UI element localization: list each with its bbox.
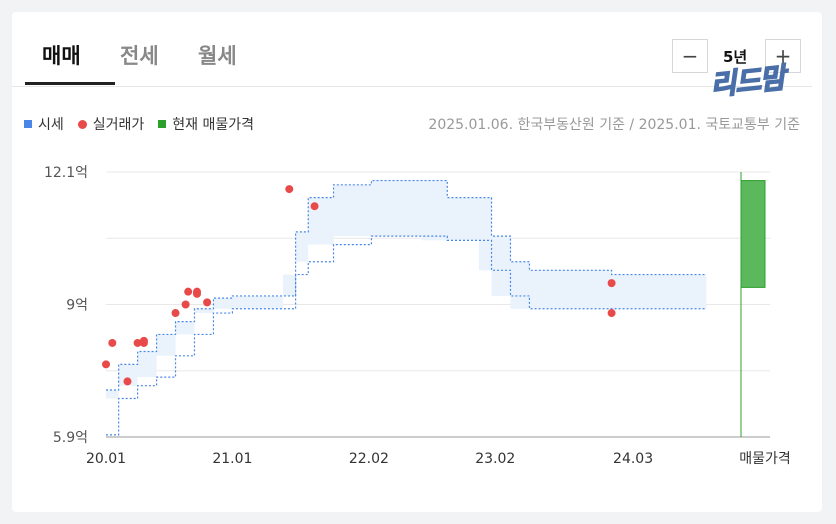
transaction-point	[193, 289, 202, 298]
transaction-point	[133, 338, 142, 347]
transaction-point	[102, 360, 110, 369]
listing-price-bar	[740, 180, 766, 288]
y-tick-label: 12.1억	[44, 165, 88, 181]
transaction-point	[184, 287, 193, 296]
chart-legend: 시세 실거래가 현재 매물가격	[24, 114, 254, 134]
transaction-point	[139, 338, 148, 347]
x-tick-label: 22.02	[349, 451, 389, 467]
legend-dot-icon	[77, 119, 87, 129]
transaction-point	[181, 300, 190, 309]
tab-monthly-rent[interactable]: 월세	[198, 44, 237, 68]
zoom-out-button[interactable]: −	[672, 39, 708, 73]
period-label: 5년	[723, 48, 748, 66]
y-tick-label: 9억	[66, 298, 88, 314]
legend-label: 실거래가	[92, 117, 145, 133]
chart-card	[12, 12, 822, 512]
transaction-point	[607, 279, 616, 288]
legend-item-market: 시세	[24, 114, 64, 134]
legend-square-icon	[24, 120, 32, 128]
tab-jeonse[interactable]: 전세	[120, 44, 159, 68]
tab-bar: 매매 전세 월세	[12, 22, 812, 87]
transaction-point	[310, 202, 319, 211]
transaction-point	[171, 309, 180, 318]
legend-square-icon	[158, 120, 167, 128]
legend-item-transactions: 실거래가	[77, 114, 145, 134]
market-price-band	[106, 180, 707, 435]
transaction-point	[108, 338, 117, 347]
transaction-point	[607, 309, 616, 318]
market-price-lower-line	[106, 235, 707, 436]
transaction-point	[203, 298, 212, 307]
data-source-note: 2025.01.06. 한국부동산원 기준 / 2025.01. 국토교통부 기…	[428, 117, 800, 133]
x-tick-label: 23.02	[475, 451, 515, 467]
x-tick-label-listing: 매물가격	[739, 451, 791, 467]
zoom-in-button[interactable]: +	[765, 39, 801, 73]
transaction-point	[285, 185, 294, 194]
legend-label: 현재 매물가격	[172, 117, 255, 133]
transaction-point	[123, 377, 132, 386]
x-tick-label: 21.01	[212, 451, 252, 467]
legend-item-listings: 현재 매물가격	[158, 114, 254, 134]
tab-sale[interactable]: 매매	[42, 44, 81, 68]
market-price-upper-line	[106, 179, 707, 391]
y-tick-label: 5.9억	[53, 430, 88, 446]
active-tab-indicator	[25, 82, 115, 85]
x-tick-label: 24.03	[613, 451, 653, 467]
x-tick-label: 20.01	[86, 451, 126, 467]
legend-label: 시세	[38, 117, 64, 133]
